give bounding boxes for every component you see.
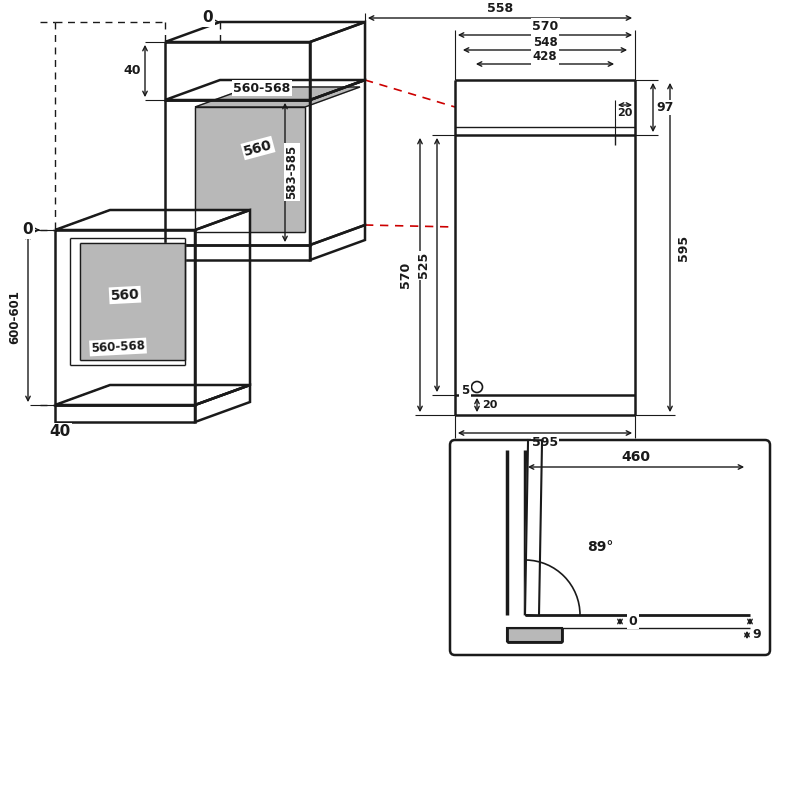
Text: 20: 20 — [482, 400, 498, 410]
Text: 548: 548 — [533, 35, 558, 49]
Text: 40: 40 — [50, 425, 70, 439]
Polygon shape — [195, 87, 360, 107]
Text: 570: 570 — [399, 262, 413, 288]
FancyBboxPatch shape — [450, 440, 770, 655]
Text: 97: 97 — [656, 101, 674, 114]
Text: 525: 525 — [417, 252, 430, 278]
Polygon shape — [310, 225, 365, 260]
Text: 40: 40 — [123, 65, 141, 78]
Polygon shape — [55, 385, 250, 405]
Text: 595: 595 — [532, 435, 558, 449]
Text: 560-568: 560-568 — [234, 82, 290, 94]
Text: 570: 570 — [532, 19, 558, 33]
Polygon shape — [55, 230, 195, 405]
Polygon shape — [310, 80, 365, 245]
Polygon shape — [195, 210, 250, 405]
Polygon shape — [195, 107, 305, 232]
Text: 20: 20 — [618, 108, 633, 118]
Text: 595: 595 — [678, 234, 690, 261]
Polygon shape — [195, 385, 250, 422]
Text: 89°: 89° — [587, 540, 613, 554]
Polygon shape — [165, 100, 310, 245]
Text: 560: 560 — [242, 138, 274, 158]
Text: 428: 428 — [533, 50, 558, 63]
Polygon shape — [165, 42, 310, 100]
Text: 583-585: 583-585 — [286, 145, 298, 199]
Text: 0: 0 — [202, 10, 214, 26]
Text: 9: 9 — [753, 629, 762, 642]
Text: 560-568: 560-568 — [90, 339, 146, 355]
Polygon shape — [80, 243, 185, 360]
Text: 0: 0 — [629, 615, 638, 628]
Polygon shape — [55, 405, 195, 422]
Text: 560: 560 — [110, 287, 140, 302]
Polygon shape — [55, 210, 250, 230]
Polygon shape — [507, 628, 562, 642]
Polygon shape — [525, 440, 542, 615]
Text: 0: 0 — [22, 222, 34, 238]
Text: 5: 5 — [461, 385, 469, 398]
Polygon shape — [310, 22, 365, 100]
Polygon shape — [165, 22, 365, 42]
Text: 558: 558 — [487, 2, 513, 15]
Text: 600-601: 600-601 — [9, 290, 22, 344]
Polygon shape — [165, 245, 310, 260]
Text: 460: 460 — [622, 450, 650, 464]
Polygon shape — [165, 80, 365, 100]
